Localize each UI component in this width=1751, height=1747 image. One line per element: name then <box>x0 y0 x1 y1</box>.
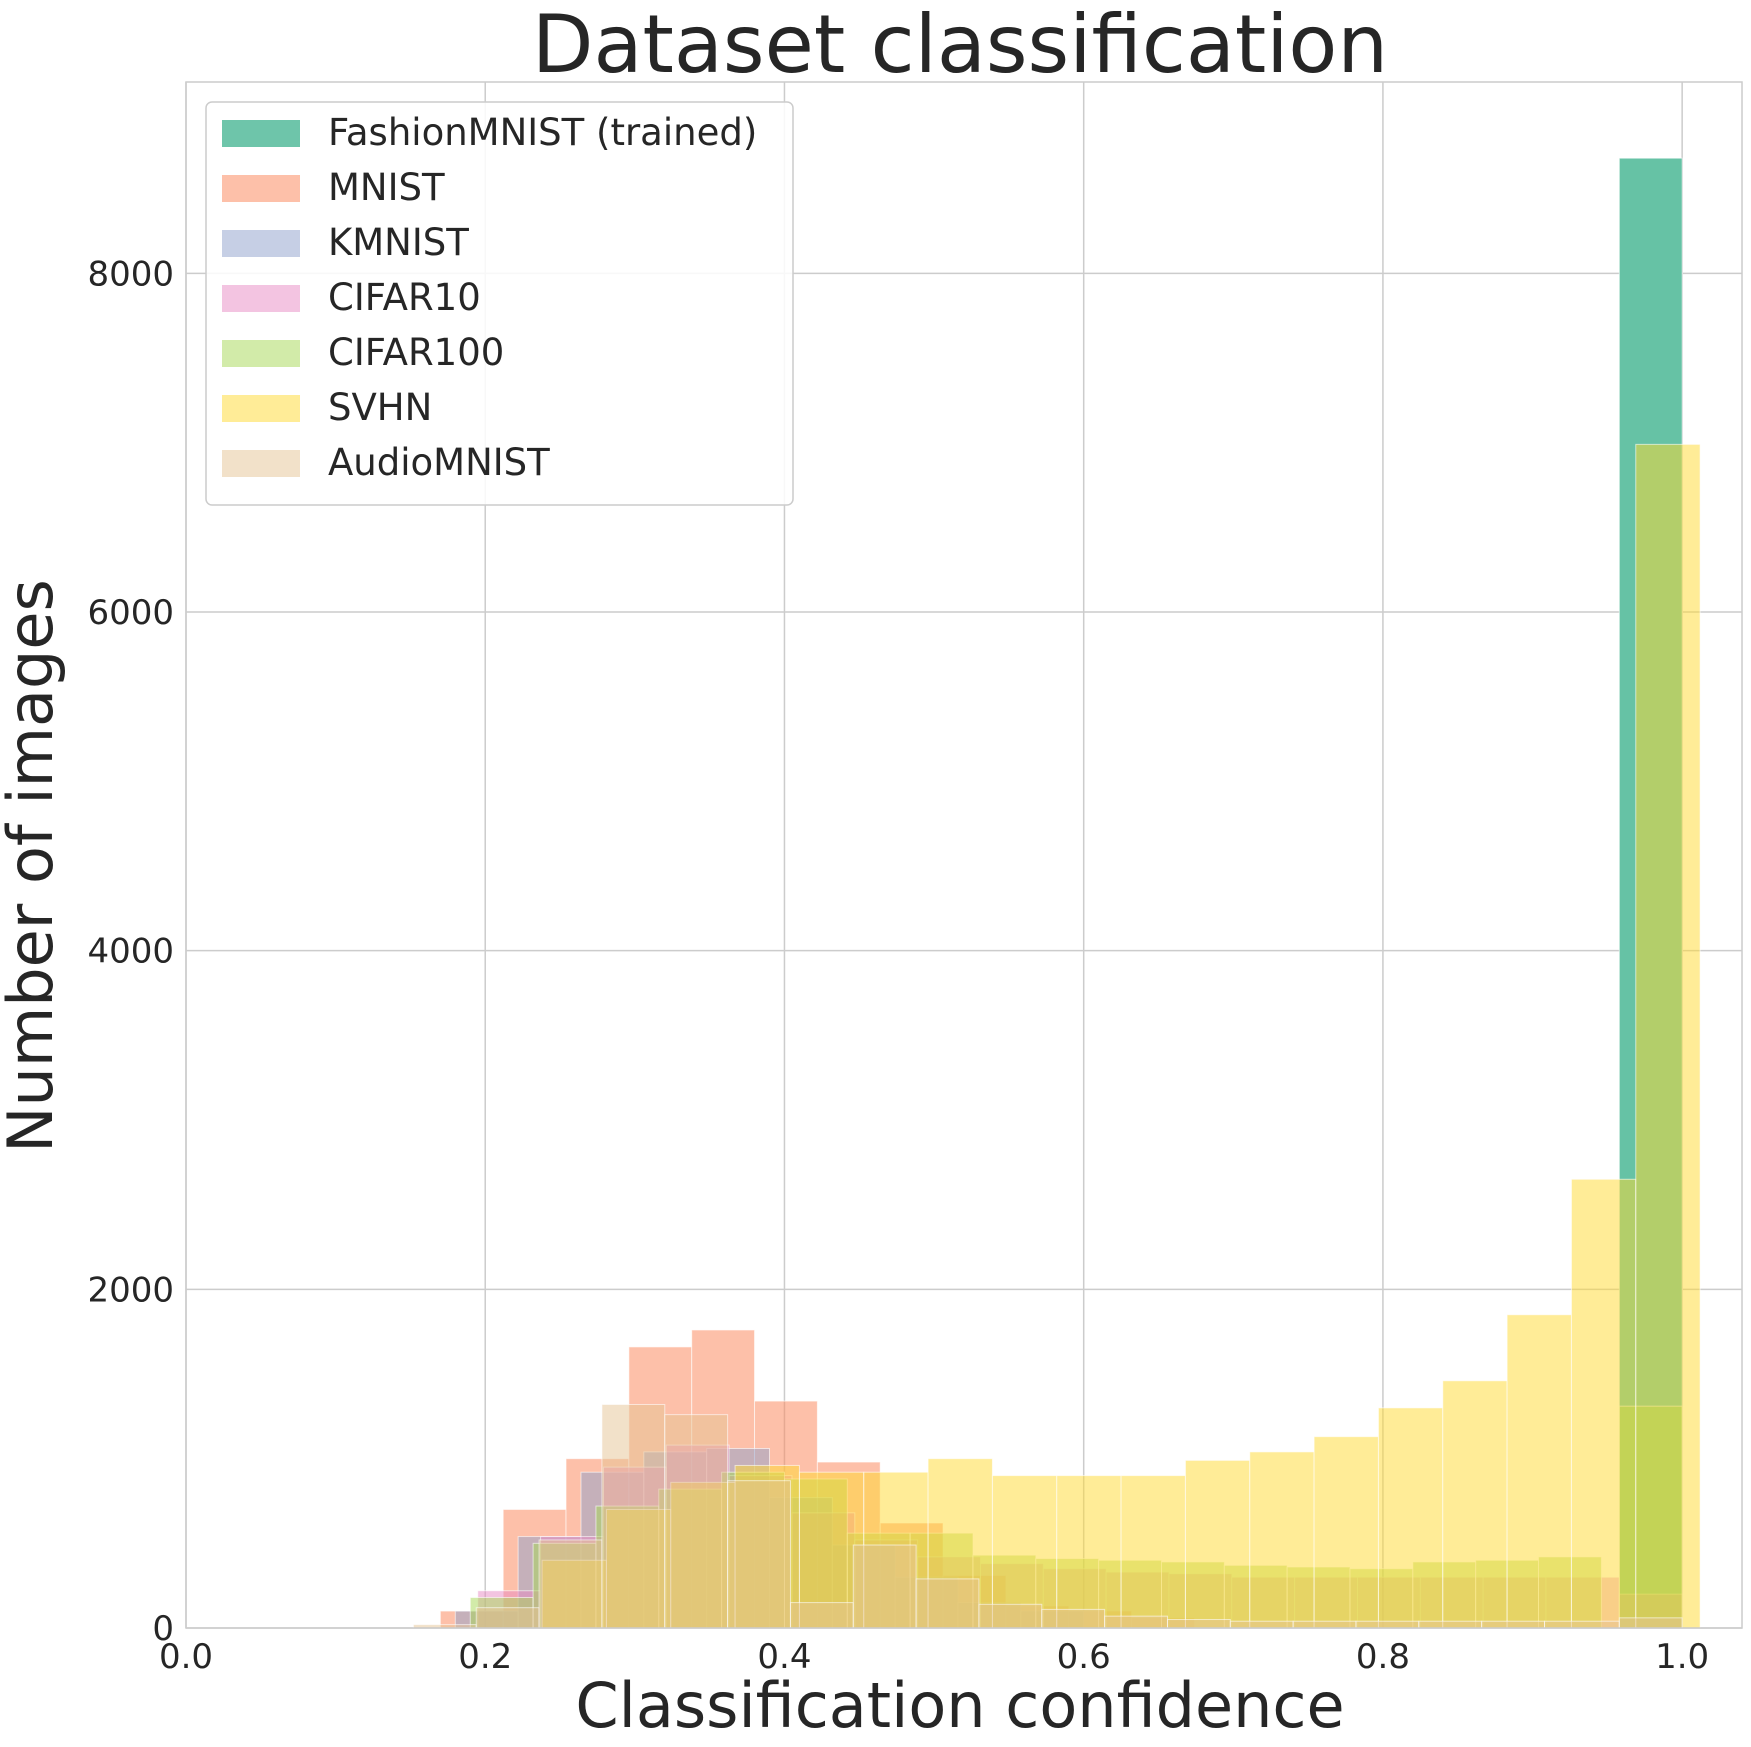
bar-svhn <box>1313 1436 1379 1629</box>
y-tick-label: 2000 <box>87 1270 174 1310</box>
bar-audiomnist <box>1229 1620 1294 1629</box>
bar-svhn <box>1635 443 1701 1629</box>
y-tick-label: 6000 <box>87 593 174 633</box>
bar-audiomnist <box>475 1607 540 1629</box>
bar-audiomnist <box>1041 1608 1106 1629</box>
bar-audiomnist <box>1292 1620 1357 1629</box>
tick-labels: 0.0 0.2 0.4 0.6 0.8 1.0 0 2000 4000 6000 8000 <box>87 254 1709 1677</box>
bar-audiomnist <box>727 1480 791 1629</box>
bar-svhn <box>1570 1178 1637 1629</box>
bar-audiomnist <box>1166 1619 1231 1629</box>
bar-audiomnist <box>852 1544 917 1629</box>
bar-svhn <box>1377 1407 1444 1629</box>
axes-frame <box>185 81 1743 1629</box>
legend-swatch <box>222 175 300 202</box>
plot-frame <box>185 81 1743 1629</box>
legend-swatch <box>222 395 300 422</box>
bar-audiomnist <box>664 1414 729 1629</box>
x-tick-label: 0.0 <box>159 1637 213 1677</box>
bar-svhn <box>991 1475 1058 1629</box>
legend-label: AudioMNIST <box>328 441 550 484</box>
bar-audiomnist <box>978 1603 1043 1629</box>
legend-swatch <box>222 120 300 147</box>
chart-title: Dataset classification <box>532 0 1388 91</box>
bar-svhn <box>1120 1475 1186 1629</box>
bar-audiomnist <box>538 1539 603 1629</box>
legend-swatch <box>222 450 300 477</box>
bar-audiomnist <box>1104 1615 1168 1629</box>
bar-audiomnist <box>1355 1620 1420 1629</box>
series-audiomnist <box>412 1403 1683 1629</box>
x-tick-label: 0.8 <box>1356 1637 1410 1677</box>
legend-swatch <box>222 285 300 312</box>
x-tick-label: 0.2 <box>458 1637 512 1677</box>
histogram-bars <box>412 157 1701 1629</box>
legend-label: SVHN <box>328 386 432 429</box>
bar-svhn <box>1184 1459 1251 1629</box>
bar-svhn <box>1442 1380 1508 1629</box>
legend-box <box>205 101 794 506</box>
bar-audiomnist <box>1544 1620 1620 1629</box>
bar-audiomnist <box>1418 1620 1483 1629</box>
legend: FashionMNIST (trained) MNIST KMNIST CIFAR10… <box>205 101 794 506</box>
bar-audiomnist <box>1618 1617 1683 1629</box>
bar-audiomnist <box>915 1578 980 1629</box>
legend-swatch <box>222 340 300 367</box>
legend-label: CIFAR100 <box>328 331 504 374</box>
bar-audiomnist <box>789 1602 854 1629</box>
legend-label: FashionMNIST (trained) <box>328 111 757 154</box>
bar-svhn <box>1056 1475 1122 1629</box>
bar-audiomnist <box>601 1403 666 1629</box>
y-tick-label: 0 <box>152 1609 174 1649</box>
bar-audiomnist <box>1481 1620 1546 1629</box>
bar-svhn <box>1249 1451 1315 1629</box>
x-tick-label: 0.6 <box>1057 1637 1111 1677</box>
legend-swatch <box>222 230 300 257</box>
bar-svhn <box>1506 1314 1572 1629</box>
y-tick-label: 4000 <box>87 932 174 972</box>
x-tick-label: 0.4 <box>757 1637 811 1677</box>
y-tick-label: 8000 <box>87 254 174 294</box>
legend-label: CIFAR10 <box>328 276 481 319</box>
legend-label: KMNIST <box>328 221 469 264</box>
legend-label: MNIST <box>328 166 445 209</box>
y-axis-label: Number of images <box>0 579 67 1153</box>
x-axis-label: Classification confidence <box>575 1669 1344 1742</box>
x-tick-label: 1.0 <box>1655 1637 1709 1677</box>
